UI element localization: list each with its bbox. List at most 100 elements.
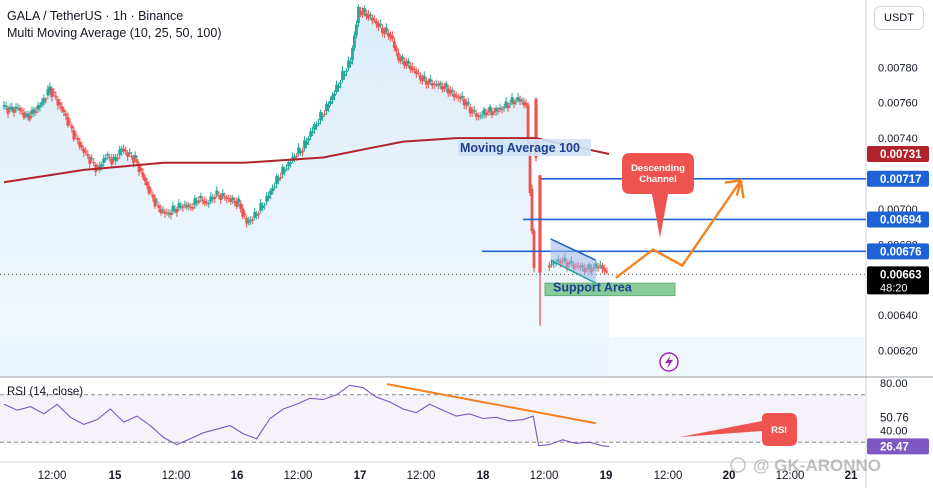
price-badge-label: 0.00717 [880, 174, 922, 186]
candle-body [251, 219, 255, 221]
candle-body [50, 88, 54, 98]
price-badge-label: 0.00663 [880, 269, 922, 281]
symbol-title: GALA / TetherUS · 1h · Binance [7, 9, 184, 23]
candle-body [466, 101, 470, 105]
channel-lower-line [550, 259, 597, 284]
candle-body [355, 24, 358, 36]
candle-body [118, 149, 122, 155]
price-area-fill [0, 10, 610, 377]
candle-body [78, 141, 82, 148]
candle-body [337, 86, 340, 89]
currency-button[interactable]: USDT [874, 6, 924, 30]
candle-body [394, 46, 398, 52]
candle-body [259, 203, 263, 211]
candle-body [279, 176, 283, 179]
candle-body [472, 109, 476, 112]
candle-body [44, 99, 48, 101]
projection-path [615, 177, 745, 279]
candle-body [155, 201, 159, 203]
candle-body [227, 198, 231, 200]
candle-body [12, 109, 16, 113]
candle-body [339, 82, 342, 85]
candle-body [538, 175, 542, 273]
candle-body [38, 105, 42, 108]
price-badge [867, 243, 929, 260]
candle-body [514, 100, 518, 102]
candle-body [161, 209, 165, 211]
candle-body [416, 73, 420, 75]
candle-body [498, 107, 502, 110]
candle-body [56, 99, 60, 106]
candle-body [303, 140, 306, 149]
candle-body [287, 161, 291, 167]
candle-body [486, 111, 490, 113]
candle-body [124, 150, 128, 152]
candle-body [369, 14, 372, 16]
candle-body [219, 195, 223, 201]
candle-body [297, 147, 300, 154]
channel-upper-line [550, 238, 597, 261]
candle-body [120, 148, 124, 152]
candle-body [430, 83, 434, 86]
candle-body [153, 198, 157, 207]
candle-body [183, 204, 187, 206]
candle-body [526, 104, 530, 143]
candle-body [175, 208, 179, 213]
watermark-logo [730, 457, 746, 473]
candle-body [446, 88, 450, 94]
candle-body [185, 205, 189, 208]
candle-body [603, 268, 607, 272]
candle-body [345, 70, 348, 73]
candle-body [257, 213, 261, 215]
price-tick-label: 0.00640 [878, 310, 918, 322]
rsi-badge-label: 50.76 [880, 413, 909, 425]
price-badge-label: 0.00694 [880, 214, 922, 226]
candle-body [22, 112, 26, 118]
candle-body [84, 151, 88, 153]
candle-body [329, 100, 332, 104]
candle-body [528, 146, 532, 193]
candle-body [476, 115, 480, 117]
candle-body [448, 90, 452, 94]
time-tick-label: 12:00 [162, 470, 191, 482]
candle-body [203, 200, 207, 204]
candle-body [605, 271, 609, 273]
candle-body [530, 188, 534, 232]
candle-body [444, 83, 448, 88]
candle-body [299, 152, 302, 154]
rsi-badge [867, 409, 929, 426]
candle-body [213, 196, 217, 199]
candle-body [193, 198, 197, 205]
rsi-tick-label: 40.00 [880, 425, 908, 437]
candle-body [480, 114, 484, 116]
descending-channel-label: Channel [639, 174, 676, 185]
candle-body [438, 83, 442, 85]
candle-body [323, 114, 326, 116]
candle-body [64, 113, 68, 116]
candle-body [149, 190, 153, 192]
candle-body [464, 101, 468, 106]
candle-body [52, 92, 56, 94]
candle-body [36, 105, 40, 110]
price-tick-label: 0.00780 [878, 62, 918, 74]
candle-body [424, 80, 428, 85]
time-tick-label: 16 [231, 470, 244, 482]
candle-body [357, 6, 360, 24]
candle-body [169, 212, 173, 215]
projection-arrowhead [724, 179, 743, 196]
time-tick-label: 12:00 [284, 470, 313, 482]
candle-body [108, 157, 112, 159]
candle-body [207, 202, 211, 204]
candle-body [92, 161, 96, 164]
price-badge-label: 0.00731 [880, 149, 922, 161]
candle-body [30, 110, 34, 115]
candle-body [518, 99, 522, 102]
candle-body [122, 148, 126, 151]
candle-body [104, 157, 108, 160]
candle-body [315, 124, 318, 127]
candle-body [74, 134, 78, 136]
price-tick-label: 0.00740 [878, 133, 918, 145]
candle-body [62, 109, 66, 113]
candle-body [147, 185, 151, 194]
